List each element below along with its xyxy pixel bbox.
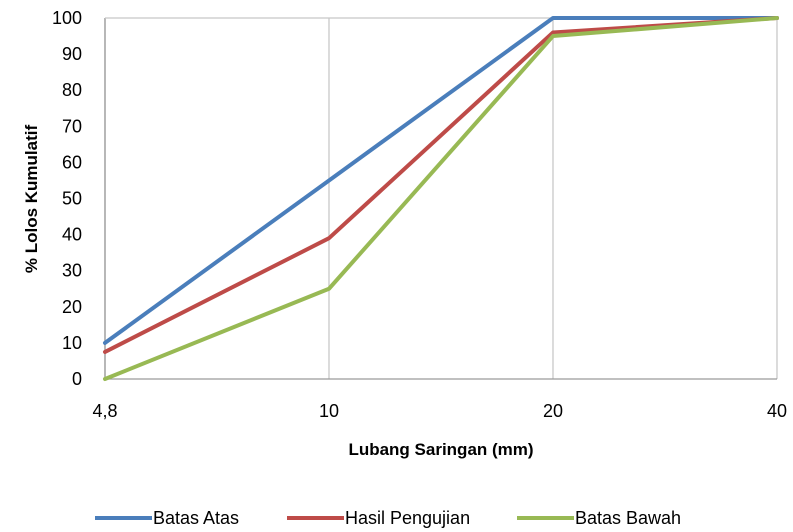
legend: Batas Atas Hasil Pengujian Batas Bawah <box>95 508 681 528</box>
series-line-hasil-pengujian <box>103 16 779 354</box>
y-tick-label: 100 <box>52 8 82 28</box>
legend-label: Hasil Pengujian <box>345 508 470 528</box>
legend-item: Batas Atas <box>95 508 239 528</box>
data-series <box>103 16 779 381</box>
x-tick-label: 40 <box>767 401 787 421</box>
series-line-batas-atas <box>103 16 779 345</box>
y-tick-label: 80 <box>62 80 82 100</box>
y-tick-label: 90 <box>62 44 82 64</box>
legend-label: Batas Atas <box>153 508 239 528</box>
gridlines <box>104 17 778 380</box>
x-tick-label: 4,8 <box>92 401 117 421</box>
y-tick-label: 30 <box>62 261 82 281</box>
x-tick-label: 10 <box>319 401 339 421</box>
y-tick-label: 20 <box>62 297 82 317</box>
legend-item: Batas Bawah <box>517 508 681 528</box>
x-axis-tick-labels: 4,8 10 20 40 <box>92 401 787 421</box>
series-line-batas-bawah <box>103 16 779 381</box>
x-tick-label: 20 <box>543 401 563 421</box>
legend-item: Hasil Pengujian <box>287 508 470 528</box>
y-tick-label: 60 <box>62 152 82 172</box>
legend-label: Batas Bawah <box>575 508 681 528</box>
y-axis-tick-labels: 0 10 20 30 40 50 60 70 80 90 100 <box>52 8 82 389</box>
y-axis-title: % Lolos Kumulatif <box>22 125 41 274</box>
y-tick-label: 0 <box>72 369 82 389</box>
y-tick-label: 40 <box>62 225 82 245</box>
y-tick-label: 50 <box>62 189 82 209</box>
y-tick-label: 70 <box>62 116 82 136</box>
x-axis-title: Lubang Saringan (mm) <box>348 440 533 459</box>
y-tick-label: 10 <box>62 333 82 353</box>
